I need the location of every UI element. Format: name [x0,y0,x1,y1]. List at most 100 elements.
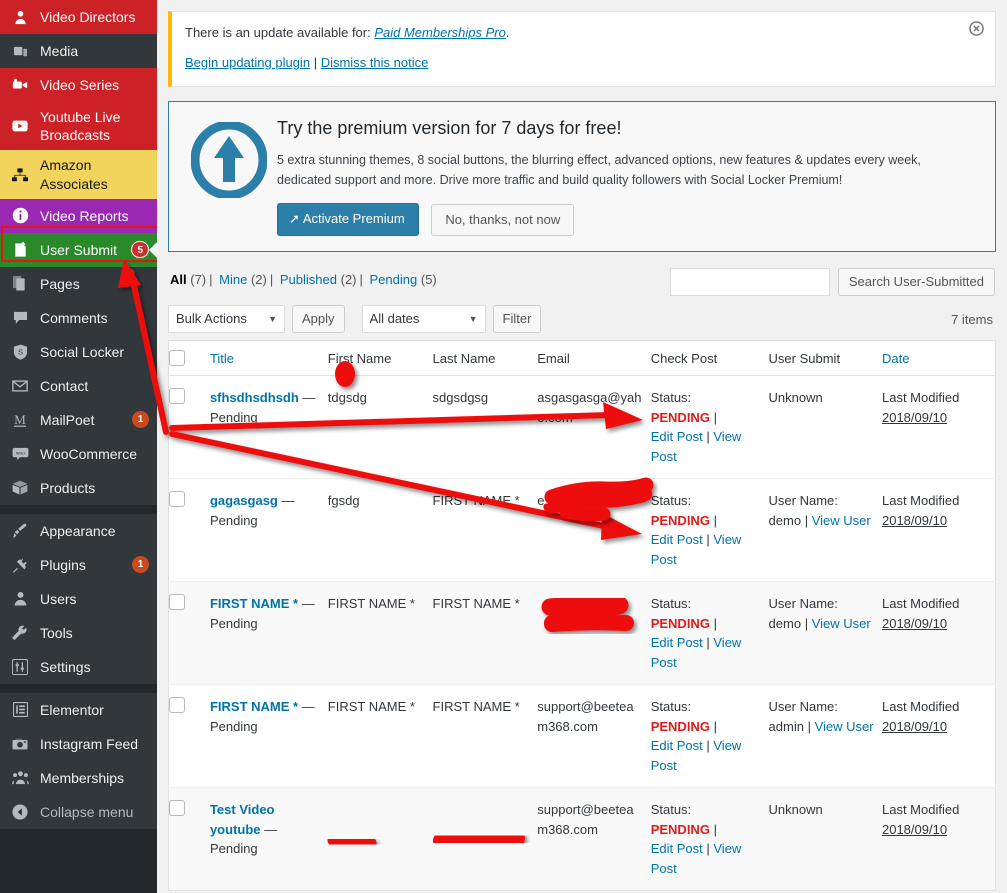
bulk-actions-select[interactable]: Bulk Actions ▼ [168,305,285,334]
promo-body: Try the premium version for 7 days for f… [273,116,979,237]
edit-post-link[interactable]: Edit Post [650,635,703,651]
date-value-link[interactable]: 2018/09/10 [881,821,948,837]
view-post-link[interactable]: View Post [650,635,742,670]
date-filter-select[interactable]: All dates ▼ [361,305,486,334]
edit-post-link[interactable]: Edit Post [650,738,703,754]
sidebar-item-label: Settings [40,658,91,675]
sidebar-separator [0,505,157,514]
status-prefix: Status: [650,493,692,509]
apply-button[interactable]: Apply [292,305,345,334]
view-pending-link[interactable]: Pending [369,272,418,288]
sidebar-badge-count: 1 [132,411,149,429]
filter-button[interactable]: Filter [492,305,542,334]
search-submit-button[interactable]: Search User-Submitted [837,268,995,297]
row-checkbox[interactable] [169,800,185,817]
sidebar-item-elementor[interactable]: Elementor [0,692,157,727]
sidebar-item-user-submit[interactable]: User Submit 5 [0,232,157,267]
notice-plugin-link[interactable]: Paid Memberships Pro [374,25,506,40]
sidebar-item-amazon-associates[interactable]: Amazon Associates [0,150,157,199]
column-header-check-post: Check Post [650,340,769,377]
view-mine-link[interactable]: Mine [219,272,248,288]
user-name-value: admin [768,718,804,734]
table-row[interactable]: FIRST NAME * — Pending FIRST NAME * FIRS… [168,581,996,685]
sidebar-item-media[interactable]: Media [0,34,157,68]
sidebar-item-label: Video Directors [40,8,136,25]
table-row[interactable]: Test Video youtube — Pending support@bee… [168,787,996,891]
sidebar-item-users[interactable]: Users [0,581,157,616]
sidebar-item-label: Youtube Live Broadcasts [40,109,121,144]
view-all-link[interactable]: All [170,272,187,288]
row-title-link[interactable]: FIRST NAME * [209,699,299,715]
sidebar-item-tools[interactable]: Tools [0,615,157,650]
sidebar-item-instagram-feed[interactable]: Instagram Feed [0,726,157,761]
date-prefix: Last Modified [881,802,960,818]
view-user-link[interactable]: View User [811,512,871,528]
column-header-user-submit: User Submit [768,340,882,377]
sidebar-item-settings[interactable]: Settings [0,649,157,684]
sidebar-item-comments[interactable]: Comments [0,300,157,335]
sidebar-item-collapse-menu[interactable]: Collapse menu [0,794,157,829]
sidebar-item-social-locker[interactable]: S Social Locker [0,334,157,369]
edit-post-link[interactable]: Edit Post [650,532,703,548]
view-user-link[interactable]: View User [811,615,871,631]
user-name-prefix: User Name: [768,699,838,715]
sidebar-item-contact[interactable]: Contact [0,368,157,403]
sidebar-item-products[interactable]: Products [0,470,157,505]
sidebar-item-woocommerce[interactable]: woo WooCommerce [0,436,157,471]
date-value-link[interactable]: 2018/09/10 [881,409,948,425]
row-checkbox[interactable] [169,491,185,508]
sidebar-item-youtube-live-broadcasts[interactable]: Youtube Live Broadcasts [0,102,157,151]
sidebar-item-mailpoet[interactable]: M MailPoet 1 [0,402,157,437]
view-published[interactable]: Published (2) | [280,272,366,287]
view-published-link[interactable]: Published [279,272,337,288]
pipe-separator: | [713,615,717,631]
close-circle-icon[interactable] [966,21,986,41]
view-post-link[interactable]: View Post [650,841,742,876]
sidebar-item-appearance[interactable]: Appearance [0,513,157,548]
row-checkbox[interactable] [169,594,185,611]
sidebar-item-video-reports[interactable]: Video Reports [0,198,157,233]
activate-premium-button[interactable]: ➚ Activate Premium [277,203,419,237]
admin-sidebar[interactable]: Video Directors Media Video Series Youtu… [0,0,157,893]
sidebar-item-label: Plugins [40,556,86,573]
edit-post-link[interactable]: Edit Post [650,429,703,445]
sidebar-item-video-directors[interactable]: Video Directors [0,0,157,34]
video-camera-icon [9,75,31,95]
sidebar-item-plugins[interactable]: Plugins 1 [0,547,157,582]
sort-date-link[interactable]: Date [881,350,910,366]
table-row[interactable]: sfhsdhsdhsdh — Pending tdgsdg sdgsdgsg a… [168,375,996,479]
view-user-link[interactable]: View User [814,718,874,734]
row-checkbox[interactable] [169,388,185,405]
row-title-link[interactable]: FIRST NAME * [209,596,299,612]
view-post-link[interactable]: View Post [650,429,742,464]
view-post-link[interactable]: View Post [650,738,742,773]
sidebar-item-video-series[interactable]: Video Series [0,68,157,102]
dismiss-this-notice-link[interactable]: Dismiss this notice [320,54,429,70]
search-input[interactable] [670,268,831,297]
date-value-link[interactable]: 2018/09/10 [881,718,948,734]
edit-post-link[interactable]: Edit Post [650,841,703,857]
view-all[interactable]: All (7) | [170,272,216,287]
column-header-title[interactable]: Title [209,340,328,377]
row-title-link[interactable]: sfhsdhsdhsdh [209,390,299,406]
pipe-separator: | [804,512,809,528]
sidebar-item-label: Amazon Associates [40,157,108,192]
table-row[interactable]: gagasgasg — Pending fgsdg FIRST NAME * e… [168,478,996,582]
begin-updating-plugin-link[interactable]: Begin updating plugin [185,54,311,70]
row-title-link[interactable]: Test Video youtube [209,802,275,837]
main-content: There is an update available for: Paid M… [157,0,1007,893]
date-value-link[interactable]: 2018/09/10 [881,615,948,631]
view-mine[interactable]: Mine (2) | [219,272,276,287]
table-row[interactable]: FIRST NAME * — Pending FIRST NAME * FIRS… [168,684,996,788]
date-value-link[interactable]: 2018/09/10 [881,512,948,528]
view-pending[interactable]: Pending (5) [370,272,437,287]
sort-title-link[interactable]: Title [209,350,235,366]
sidebar-item-memberships[interactable]: Memberships [0,760,157,795]
decline-promo-button[interactable]: No, thanks, not now [431,203,575,236]
sidebar-item-pages[interactable]: Pages [0,266,157,301]
row-title-link[interactable]: gagasgasg [209,493,278,509]
select-all-checkbox[interactable] [169,350,185,367]
row-checkbox[interactable] [169,697,185,714]
column-header-date[interactable]: Date [881,340,996,377]
view-post-link[interactable]: View Post [650,532,742,567]
